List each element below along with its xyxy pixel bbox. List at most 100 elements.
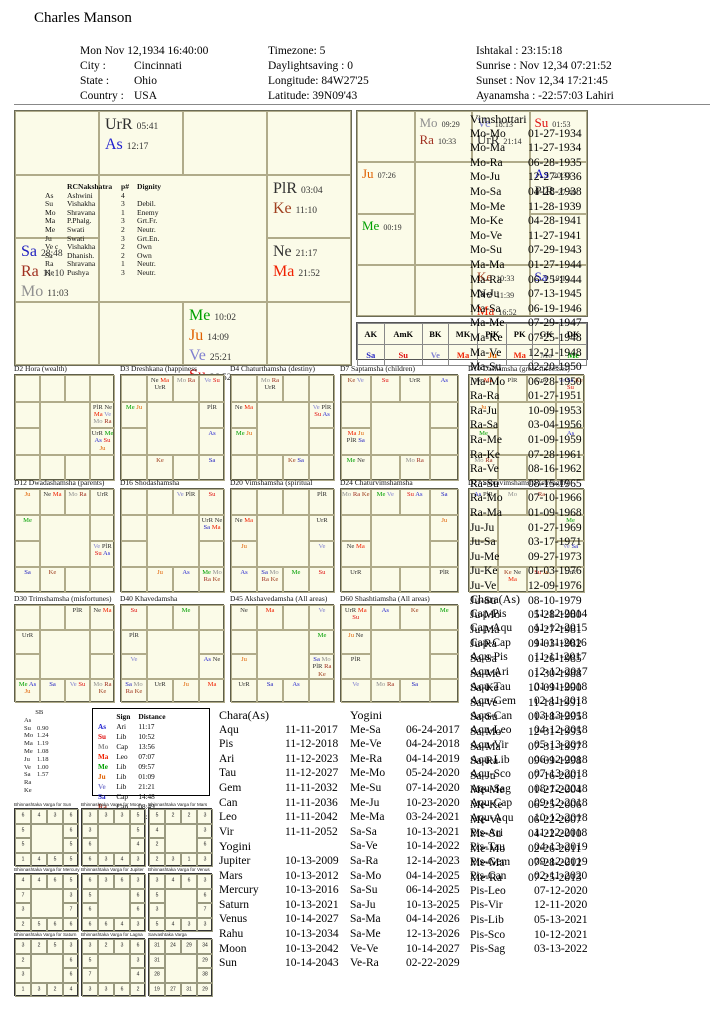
ashtakavarga-label: Bhinnashtaka Varga for Saturn: [14, 932, 77, 937]
nak-name: Pushya: [67, 267, 89, 277]
planet-name: Ra: [203, 576, 211, 584]
chart-cell: UrR: [309, 515, 335, 541]
dasha-key: Pis-Tau: [470, 841, 505, 854]
dasha-date: 06-22-2007: [528, 813, 582, 826]
dasha-row: Ra-Me 01-09-1959: [470, 433, 582, 448]
dasha-key: Mo-Su: [470, 244, 502, 257]
planet-name: Ve: [312, 403, 320, 411]
chart-cell: [529, 213, 587, 265]
planet-name: Ju: [246, 430, 253, 437]
av-value: 5: [53, 856, 57, 863]
karaka-value: Sa: [357, 344, 385, 366]
planet-name: UrR: [344, 607, 357, 614]
dasha-key: Pis: [219, 738, 234, 751]
av-value: 1: [187, 856, 191, 863]
chart-cell: Ma: [199, 678, 225, 703]
planet-name: Ra: [79, 491, 87, 498]
dasha-key: Ra-Me: [470, 434, 502, 447]
sign-grid: Sign Distance As Ari 11:17 Su Lib 10:52 Mo Cap 13:…: [97, 712, 172, 822]
dasha-date: 11-11-2017: [285, 723, 338, 736]
chart-cell: UrR Ne Sa Ma: [199, 515, 225, 541]
sign-planet: Su: [98, 733, 106, 741]
av-value: 6: [53, 877, 57, 884]
av-value: 5: [21, 841, 25, 848]
dasha-key: Me-Ra: [470, 871, 502, 884]
dasha-date: 04-14-2019: [406, 752, 460, 765]
sign-distance: 21:21: [138, 783, 155, 791]
chart-cell: Ju: [469, 401, 498, 428]
sign-row: As Ari 11:17: [97, 722, 172, 732]
dasha-row: Aqu-Lib 06-12-2018: [470, 753, 588, 768]
dasha-key: Leo: [219, 811, 237, 824]
detail-row: Ayanamsha : -22:57:03 Lahiri: [476, 89, 614, 104]
chart-cell-content: Su 01:53: [535, 115, 587, 132]
dasha-row: Cap-Cap 11-11-2016: [470, 636, 588, 651]
dasha-row: Ra-Su 08-15-1965: [470, 477, 582, 492]
planet-name: Ke: [288, 456, 296, 464]
planet-degree: 11:39: [496, 290, 515, 300]
sign-distance: 09:57: [138, 763, 155, 771]
detail-value: Daylightsaving : 0: [268, 60, 353, 72]
av-value: 4: [37, 877, 41, 884]
planet-name: Ne: [355, 631, 364, 639]
planet-degree: 19:12: [551, 273, 570, 283]
sign-distance: 01:09: [138, 773, 155, 781]
av-cell: 3: [149, 874, 165, 889]
chart-cell: PlR: [309, 489, 335, 515]
dasha-date: 02-20-1950: [528, 361, 582, 374]
av-value: 6: [88, 921, 92, 928]
detail-label: State :: [80, 75, 110, 87]
dasha-key: Sa-Ve: [470, 696, 498, 709]
chart-cell-content: Ke 10:33 Ne 11:39 Ma 16:52: [477, 269, 529, 320]
chart-center: [257, 401, 309, 455]
dasha-row: Aqu-Aqu 10-12-2018: [470, 811, 588, 826]
av-cell: 4: [149, 823, 165, 838]
detail-value: Longitude: 84W27'25: [268, 75, 369, 87]
divisional-chart-d7: Ke Ve Su UrR As Ma Ju PlR Sa Me Ne Mo Ra: [340, 374, 459, 481]
planet-name: PlR: [534, 183, 555, 199]
chart-cell: Mo Ra Ke: [341, 489, 371, 515]
dasha-date: 08-16-1962: [528, 463, 582, 476]
planet-degree: 10:02: [214, 312, 236, 323]
chart-cell: [556, 401, 585, 428]
av-value: 7: [21, 892, 25, 899]
page-title: Charles Manson: [34, 10, 132, 26]
av-value: 1: [21, 856, 25, 863]
divisional-chart-d27: As PlR Mo Ra Me Ve Sa Ke Ne Ma Su Ju UrR: [468, 488, 585, 593]
dasha-row: Pis-Tau 04-13-2019: [470, 840, 588, 855]
chart-cell: UrR: [90, 489, 115, 515]
chart-cell: UrR: [231, 678, 257, 703]
chart-cell: [309, 375, 335, 402]
av-cell: [98, 888, 130, 918]
dasha-date: 07-25-2013: [528, 871, 582, 884]
chart-cell: [400, 567, 430, 593]
dasha-row: Sa-Ma 07-31-1997: [470, 740, 582, 755]
dasha-date: 05-28-1980: [528, 609, 582, 622]
dasha-row: Ju-Su 08-10-1979: [470, 594, 582, 609]
nak-header-pada: p#: [121, 182, 130, 191]
sb-value: 1.00: [37, 763, 49, 771]
dasha-row: Aqu-Tau 01-11-2018: [470, 680, 588, 695]
chart-cell: UrR: [400, 375, 430, 402]
planet-name: Su: [78, 680, 86, 688]
av-cell: 3: [197, 823, 213, 838]
av-value: 3: [155, 877, 159, 884]
planet-name: Ju: [24, 491, 31, 498]
chart-cell: [121, 515, 147, 541]
dasha-key: Me-Me: [470, 784, 505, 797]
dasha-date: 05-24-2020: [406, 767, 460, 780]
dasha-key: Sa-Ma: [350, 913, 381, 926]
dasha-date: 01-27-2004: [528, 784, 582, 797]
chart-cell: Me: [173, 605, 199, 630]
chart-cell-content: Ve 18:13 UrR 21:14: [477, 115, 529, 149]
dasha-date: 05-13-2018: [534, 738, 588, 751]
dasha-row: Me-Ra 04-14-2019: [350, 752, 460, 767]
chart-cell: [556, 489, 585, 515]
dasha-date: 07-28-1961: [528, 448, 582, 461]
chart-cell: Ke: [400, 605, 430, 630]
planet-name: Ma: [347, 430, 357, 437]
av-cell: 6: [47, 874, 63, 889]
av-value: 5: [136, 827, 140, 834]
nak-name: Shravana: [67, 259, 96, 269]
